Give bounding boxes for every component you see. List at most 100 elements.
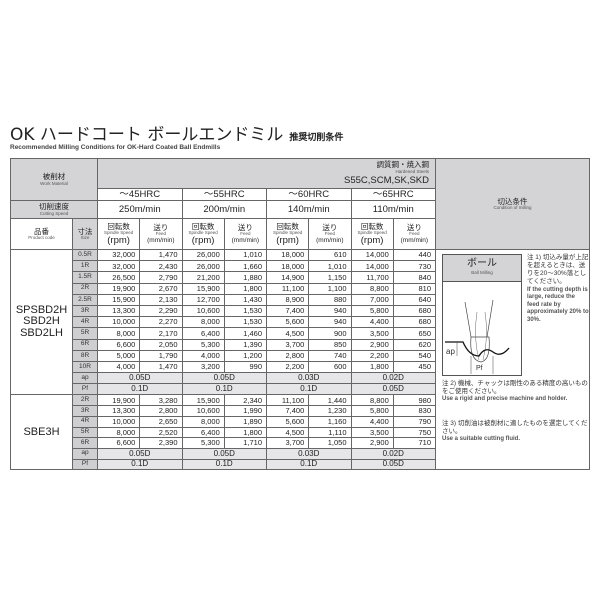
feed-cell: 1,710 (223, 437, 268, 449)
rpm-cell: 4,500 (265, 327, 310, 340)
spindle-speed-header: 回転数 Spindle Speed (rpm) (350, 218, 394, 250)
pf-label: Pf (72, 383, 98, 396)
feed-header: 送り Feed (mm/min) (308, 218, 352, 250)
rpm-cell: 8,000 (181, 415, 225, 428)
rpm-cell: 2,200 (265, 360, 310, 374)
feed-cell: 600 (308, 360, 352, 374)
size-cell: 4R (72, 316, 98, 329)
rpm-cell: 13,300 (96, 304, 141, 318)
rpm-cell: 6,400 (181, 327, 225, 340)
feed-cell: 1,390 (223, 338, 268, 351)
hardened-steel-header: 調質鋼・焼入鋼 Hardened Steels S55C,SCM,SK,SKD (97, 158, 436, 189)
feed-cell: 1,100 (308, 282, 352, 295)
rpm-cell: 15,900 (181, 394, 225, 407)
svg-text:Pf: Pf (476, 365, 483, 372)
rpm-cell: 4,000 (96, 360, 141, 374)
feed-cell: 3,280 (139, 394, 183, 407)
cutting-speed-header: 切削速度 Cutting Speed (10, 200, 98, 219)
feed-cell: 2,130 (139, 293, 183, 306)
rpm-cell: 14,000 (350, 260, 394, 273)
feed-cell: 740 (308, 349, 352, 362)
feed-cell: 2,650 (139, 415, 183, 428)
table-row: 10R 4,000 1,470 3,200 990 2,200 600 1,800 450 (11, 360, 590, 374)
feed-cell: 2,290 (139, 304, 183, 318)
rpm-cell: 11,100 (265, 282, 310, 295)
feed-cell: 2,790 (139, 271, 183, 284)
size-cell: 5R (72, 426, 98, 439)
diagram-subtitle: Ball Milling (471, 270, 493, 275)
note-3: 注 3) 切削油は被削材に適したものを選定してください。 Use a suitab… (442, 420, 588, 443)
feed-cell: 1,050 (308, 437, 352, 449)
feed-cell: 900 (308, 327, 352, 340)
feed-cell: 880 (308, 293, 352, 306)
rpm-cell: 18,000 (265, 248, 310, 262)
rpm-cell: 5,300 (181, 338, 225, 351)
table-row: 3R 13,300 2,800 10,600 1,990 7,400 1,230 5,800 8… (11, 405, 590, 417)
table-row: 6R 6,600 2,050 5,300 1,390 3,700 850 2,900 620 (11, 338, 590, 351)
title-text: OK ハードコート ボールエンドミル (10, 125, 284, 145)
rpm-cell: 3,700 (265, 338, 310, 351)
feed-cell: 1,990 (223, 405, 268, 417)
size-cell: 2R (72, 394, 98, 407)
feed-header: 送り Feed (mm/min) (223, 218, 268, 250)
feed-cell: 1,530 (223, 316, 268, 329)
product-code-header: 品番 Product code (10, 218, 73, 250)
rpm-cell: 32,000 (96, 248, 141, 262)
rpm-cell: 2,200 (350, 349, 394, 362)
rpm-cell: 6,400 (181, 426, 225, 439)
feed-cell: 1,800 (223, 426, 268, 439)
feed-header: 送り Feed (mm/min) (392, 218, 437, 250)
feed-cell: 2,340 (223, 394, 268, 407)
svg-text:ap: ap (446, 347, 455, 356)
feed-cell: 1,880 (223, 271, 268, 284)
size-cell: 8R (72, 349, 98, 362)
diagram-title: ボール (467, 258, 497, 269)
ap-value: 0.02D (350, 447, 436, 460)
feed-cell: 2,800 (139, 405, 183, 417)
rpm-cell: 12,700 (181, 293, 225, 306)
spindle-speed-header: 回転数 Spindle Speed (rpm) (181, 218, 225, 250)
feed-header: 送り Feed (mm/min) (139, 218, 183, 250)
work-material-header: 被削材 Work Material (10, 158, 98, 201)
size-cell: 2.5R (72, 293, 98, 306)
feed-cell: 2,520 (139, 426, 183, 439)
rpm-cell: 15,900 (96, 293, 141, 306)
size-cell: 1R (72, 260, 98, 273)
table-row: 5R 8,000 2,170 6,400 1,460 4,500 900 3,500 650 (11, 327, 590, 340)
rpm-cell: 5,300 (181, 437, 225, 449)
rpm-cell: 5,600 (265, 415, 310, 428)
pf-value: 0.1D (266, 383, 352, 396)
ap-value: 0.05D (97, 447, 183, 460)
pf-value: 0.05D (350, 383, 436, 396)
feed-cell: 1,230 (308, 405, 352, 417)
size-cell: 3R (72, 304, 98, 318)
rpm-cell: 19,900 (96, 394, 141, 407)
rpm-cell: 11,100 (265, 394, 310, 407)
rpm-cell: 21,200 (181, 271, 225, 284)
rpm-cell: 8,900 (265, 293, 310, 306)
size-cell: 5R (72, 327, 98, 340)
feed-cell: 730 (392, 260, 437, 273)
hardness-header: ～65HRC (350, 188, 436, 201)
spindle-speed-header: 回転数 Spindle Speed (rpm) (265, 218, 310, 250)
ap-value: 0.03D (266, 447, 352, 460)
rpm-cell: 8,800 (350, 394, 394, 407)
milling-conditions-table: 被削材 Work Material 調質鋼・焼入鋼 Hardened Steels S… (10, 158, 590, 471)
table-row-pf: Pf 0.1D 0.1D 0.1D 0.05D (11, 383, 590, 396)
ap-label: ap (72, 447, 98, 460)
table-row-pf: Pf 0.1D 0.1D 0.1D 0.05D (11, 458, 590, 471)
cutting-speed-value: 140m/min (266, 200, 352, 219)
rpm-cell: 5,600 (265, 316, 310, 329)
feed-cell: 2,390 (139, 437, 183, 449)
feed-cell: 650 (392, 327, 437, 340)
pf-value: 0.1D (266, 458, 352, 471)
subtitle: Recommended Milling Conditions for OK-Ha… (10, 144, 221, 151)
rpm-cell: 18,000 (265, 260, 310, 273)
cutting-speed-value: 110m/min (350, 200, 436, 219)
feed-cell: 680 (392, 304, 437, 318)
feed-cell: 840 (392, 271, 437, 284)
size-cell: 6R (72, 437, 98, 449)
rpm-cell: 4,400 (350, 316, 394, 329)
size-cell: 0.5R (72, 248, 98, 262)
rpm-cell: 4,400 (350, 415, 394, 428)
